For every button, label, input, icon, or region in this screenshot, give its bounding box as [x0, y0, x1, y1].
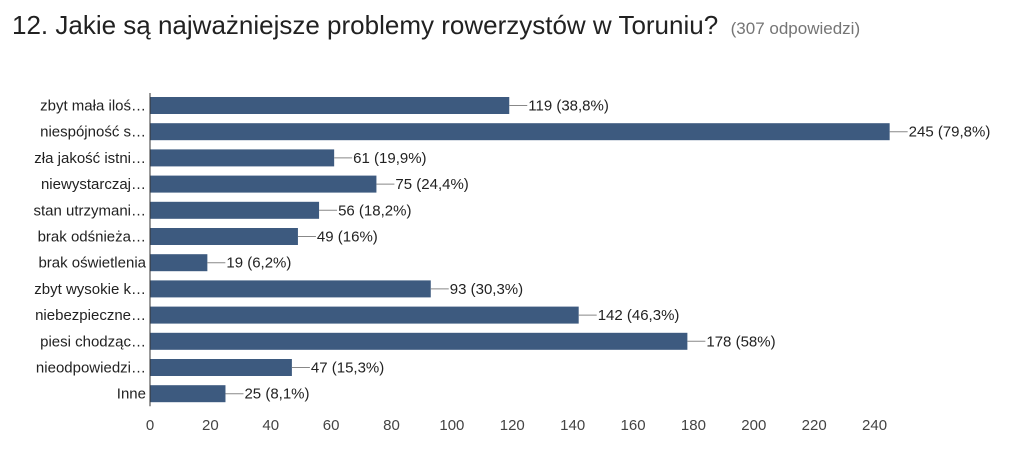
bar: [150, 97, 510, 114]
chart-header: 12. Jakie są najważniejsze problemy rowe…: [12, 10, 860, 41]
category-label: Inne: [117, 386, 146, 403]
bar: [150, 149, 335, 167]
x-tick-label: 180: [681, 417, 706, 434]
x-tick-label: 40: [262, 417, 279, 434]
data-label: 142 (46,3%): [598, 307, 680, 324]
bar: [150, 201, 320, 219]
bar: [150, 254, 208, 272]
x-tick-label: 0: [146, 417, 154, 434]
category-label: zbyt mała iloś…: [40, 98, 146, 115]
bar: [150, 306, 579, 324]
x-tick-label: 20: [202, 417, 219, 434]
data-label: 61 (19,9%): [353, 150, 426, 167]
category-label: zbyt wysokie k…: [34, 281, 146, 298]
category-label: stan utrzymani…: [33, 202, 146, 219]
x-tick-label: 100: [439, 417, 464, 434]
x-tick-label: 60: [323, 417, 340, 434]
data-label: 178 (58%): [706, 333, 775, 350]
data-label: 25 (8,1%): [244, 386, 309, 403]
data-label: 245 (79,8%): [909, 124, 991, 141]
bar: [150, 385, 226, 403]
x-tick-label: 200: [741, 417, 766, 434]
data-label: 19 (6,2%): [226, 255, 291, 272]
category-label: niewystarczaj…: [41, 176, 146, 193]
x-tick-label: 140: [560, 417, 585, 434]
category-label: niebezpieczne…: [35, 307, 146, 324]
chart-title: 12. Jakie są najważniejsze problemy rowe…: [12, 10, 719, 40]
category-label: niespójność s…: [40, 124, 146, 141]
category-label: zła jakość istni…: [34, 150, 146, 167]
data-label: 47 (15,3%): [311, 360, 384, 377]
bar: [150, 228, 298, 245]
data-label: 49 (16%): [317, 229, 378, 246]
category-label: piesi chodząc…: [40, 333, 146, 350]
data-label: 93 (30,3%): [450, 281, 523, 298]
response-count: (307 odpowiedzi): [730, 19, 861, 38]
bar: [150, 123, 890, 141]
bar: [150, 332, 688, 350]
data-label: 56 (18,2%): [338, 202, 411, 219]
category-label: brak odśnieża…: [38, 229, 146, 246]
data-label: 119 (38,8%): [528, 98, 609, 115]
x-tick-label: 160: [621, 417, 646, 434]
bar: [150, 175, 377, 193]
bar: [150, 359, 292, 376]
x-tick-label: 120: [500, 417, 525, 434]
data-label: 75 (24,4%): [395, 176, 468, 193]
x-tick-label: 80: [383, 417, 400, 434]
category-label: brak oświetlenia: [38, 255, 146, 272]
x-tick-label: 240: [862, 417, 887, 434]
bar: [150, 280, 431, 298]
category-label: nieodpowiedzi…: [36, 360, 146, 377]
x-tick-label: 220: [802, 417, 827, 434]
